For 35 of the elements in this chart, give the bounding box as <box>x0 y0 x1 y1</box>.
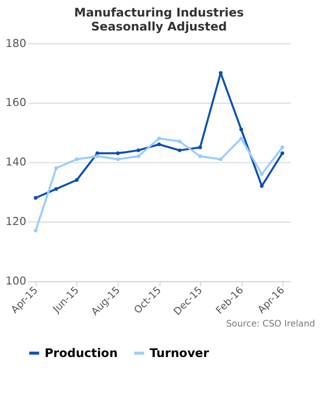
y-tick-label: 180 <box>5 36 26 50</box>
point <box>116 151 120 156</box>
point <box>198 154 202 158</box>
legend-label: Production <box>44 346 118 360</box>
point <box>95 154 100 158</box>
point <box>178 140 182 144</box>
point <box>280 145 284 150</box>
point <box>95 151 100 156</box>
point <box>218 157 223 162</box>
y-tick-label: 160 <box>5 96 26 110</box>
point <box>260 184 264 188</box>
point <box>136 148 140 152</box>
point <box>239 136 244 140</box>
point <box>178 148 182 152</box>
point <box>136 154 140 158</box>
point <box>116 157 120 162</box>
point <box>260 172 264 176</box>
y-tick-label: 120 <box>5 215 26 228</box>
point <box>54 166 58 170</box>
point <box>157 136 161 140</box>
point <box>239 128 244 132</box>
y-tick-label: 140 <box>5 156 26 169</box>
point <box>34 196 38 200</box>
source-note: Source: CSO Ireland <box>226 320 316 330</box>
point <box>198 145 202 150</box>
point <box>280 151 284 156</box>
point <box>54 187 58 191</box>
y-tick-label: 100 <box>5 274 26 288</box>
chart-title: Manufacturing Industries Seasonally Adjusted <box>74 6 244 34</box>
point <box>74 178 79 182</box>
point <box>218 71 223 75</box>
point <box>34 228 38 232</box>
point <box>74 157 79 162</box>
point <box>157 142 161 146</box>
legend-label: Turnover <box>150 346 210 360</box>
